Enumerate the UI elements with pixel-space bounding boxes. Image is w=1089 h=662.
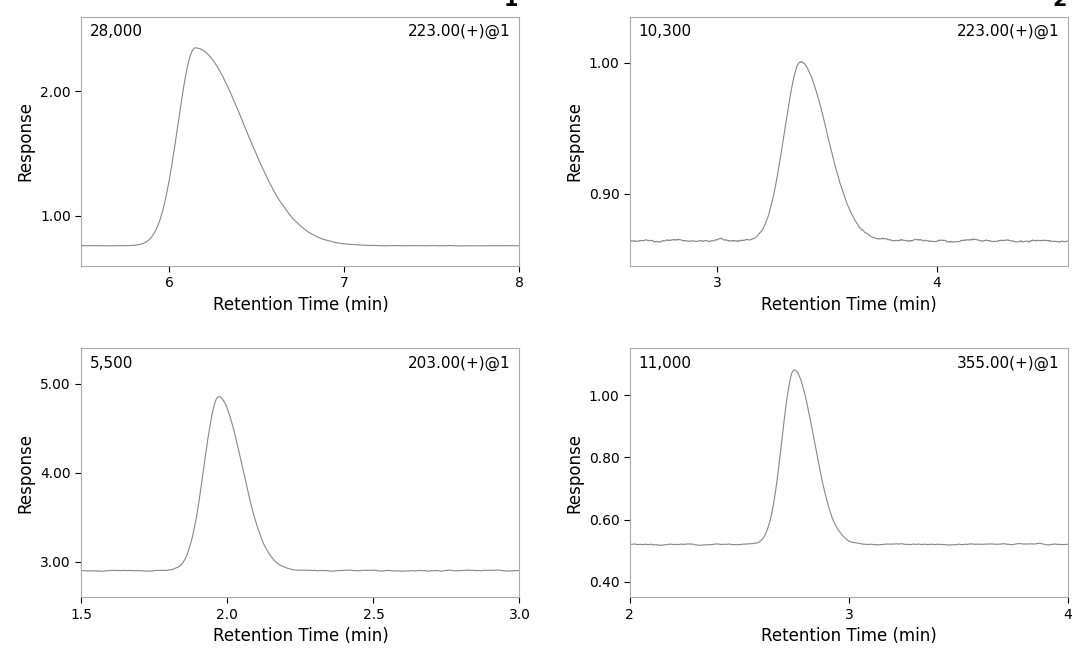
Y-axis label: Response: Response — [565, 433, 583, 513]
Text: 10,300: 10,300 — [638, 24, 692, 39]
Y-axis label: Response: Response — [565, 101, 583, 181]
X-axis label: Retention Time (min): Retention Time (min) — [212, 296, 389, 314]
Text: *1: *1 — [494, 0, 519, 10]
Text: 223.00(+)@1: 223.00(+)@1 — [408, 24, 511, 39]
Text: 28,000: 28,000 — [90, 24, 143, 39]
X-axis label: Retention Time (min): Retention Time (min) — [212, 628, 389, 645]
Text: 223.00(+)@1: 223.00(+)@1 — [956, 24, 1060, 39]
X-axis label: Retention Time (min): Retention Time (min) — [761, 628, 937, 645]
Text: 203.00(+)@1: 203.00(+)@1 — [408, 356, 511, 371]
Text: 355.00(+)@1: 355.00(+)@1 — [956, 356, 1060, 371]
Y-axis label: Response: Response — [16, 433, 35, 513]
X-axis label: Retention Time (min): Retention Time (min) — [761, 296, 937, 314]
Text: *2: *2 — [1042, 0, 1068, 10]
Text: 5,500: 5,500 — [90, 356, 134, 371]
Text: 11,000: 11,000 — [638, 356, 692, 371]
Y-axis label: Response: Response — [16, 101, 35, 181]
